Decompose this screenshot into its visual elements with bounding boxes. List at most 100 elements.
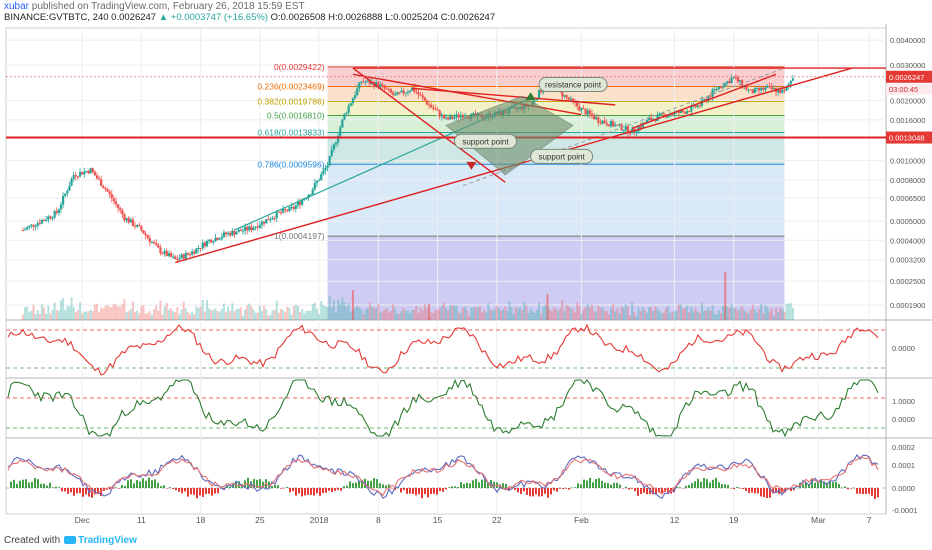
volume-bar <box>576 302 579 320</box>
candle-body <box>753 88 756 94</box>
candle-body <box>193 251 196 254</box>
candle-body <box>108 191 111 194</box>
volume-bar <box>624 304 627 320</box>
macd-hist-bar <box>688 484 690 488</box>
macd-hist-bar <box>124 485 126 488</box>
macd-hist-bar <box>409 488 411 494</box>
candle-body <box>26 227 29 230</box>
volume-bar <box>263 305 266 320</box>
candle-body <box>707 96 710 102</box>
macd-hist-bar <box>601 480 603 488</box>
volume-bar <box>385 308 388 320</box>
volume-bar <box>227 306 230 320</box>
volume-bar <box>313 302 316 320</box>
candle-body <box>347 105 350 113</box>
candle-body <box>227 232 230 235</box>
publish-info: xubar published on TradingView.com, Febr… <box>4 1 305 12</box>
volume-bar <box>527 312 530 320</box>
candle-body <box>224 232 228 235</box>
volume-bar <box>34 314 37 320</box>
volume-bar <box>567 306 570 320</box>
volume-bar <box>277 312 280 320</box>
volume-bar <box>717 310 720 320</box>
candle-body <box>330 149 333 156</box>
candle-body <box>207 239 211 241</box>
candle-body <box>590 113 594 116</box>
volume-bar <box>772 315 775 320</box>
volume-bar <box>305 311 308 320</box>
macd-hist-bar <box>70 488 72 493</box>
volume-bar <box>110 306 113 320</box>
volume-bar <box>445 308 447 320</box>
macd-hist-bar <box>430 488 432 495</box>
candle-body <box>199 248 202 250</box>
volume-bar <box>590 304 593 320</box>
author-link[interactable]: xubar <box>4 1 30 12</box>
volume-bar <box>112 303 115 320</box>
volume-bar <box>392 304 395 320</box>
candle-body <box>45 219 48 221</box>
candle-body <box>239 229 242 231</box>
candle-body <box>738 80 742 82</box>
volume-bar <box>189 314 192 320</box>
volume-bar <box>423 304 426 320</box>
macd-hist-bar <box>829 481 831 488</box>
macd-hist-bar <box>805 482 807 488</box>
volume-bar <box>315 308 318 320</box>
macd-hist-bar <box>358 480 360 488</box>
volume-bar <box>21 314 24 320</box>
candle-body <box>72 175 75 180</box>
macd-hist-bar <box>853 487 855 489</box>
y-tick-label: 0.0004000 <box>890 236 925 245</box>
volume-bar <box>250 306 253 320</box>
candle-body <box>286 210 289 212</box>
candle-body <box>645 119 649 123</box>
candle-body <box>341 119 344 128</box>
volume-bar <box>76 310 79 320</box>
candle-body <box>205 240 209 247</box>
candle-body <box>339 127 342 136</box>
volume-bar <box>273 309 276 320</box>
price-chart[interactable]: Dec 11 18 25 2018 8 15 22 Feb 12 19 Mar 7 0.0040000 0.… <box>0 24 932 526</box>
volume-bar <box>447 310 450 320</box>
candle-body <box>656 115 659 121</box>
macd-signal-line <box>7 456 879 497</box>
macd-hist-bar <box>847 488 849 490</box>
volume-bar <box>239 307 242 320</box>
candle-body <box>256 226 259 228</box>
candle-body <box>679 110 682 113</box>
macd-hist-bar <box>97 488 99 495</box>
candle-body <box>690 106 693 112</box>
tradingview-brand[interactable]: TradingView <box>78 535 137 546</box>
macd-hist-bar <box>283 488 285 489</box>
candle-body <box>709 96 712 98</box>
macd-hist-bar <box>34 478 36 488</box>
volume-bar <box>512 314 515 320</box>
volume-bar <box>722 305 725 320</box>
volume-bar <box>650 307 653 320</box>
candle-body <box>377 81 380 87</box>
candle-body <box>455 114 458 118</box>
x-tick-label: 25 <box>255 515 265 525</box>
candle-body <box>698 105 701 107</box>
y-tick-label: 0.0005000 <box>890 217 925 226</box>
volume-bar <box>339 303 342 320</box>
volume-bar <box>406 310 409 320</box>
macd-hist-bar <box>130 479 132 488</box>
candle-body <box>379 84 382 87</box>
candle-body <box>385 88 388 90</box>
volume-bar <box>409 313 412 320</box>
x-tick-label: Feb <box>574 515 589 525</box>
ind2-line <box>7 378 879 438</box>
candle-body <box>127 218 130 223</box>
macd-hist-bar <box>574 487 576 488</box>
candle-body <box>250 226 253 231</box>
volume-bar <box>470 307 473 320</box>
candle-body <box>155 243 158 245</box>
volume-bar <box>679 303 682 320</box>
volume-bar <box>127 310 130 320</box>
candle-body <box>461 115 465 118</box>
candle-body <box>736 77 740 82</box>
volume-bar <box>455 305 458 320</box>
volume-bar <box>354 308 357 320</box>
